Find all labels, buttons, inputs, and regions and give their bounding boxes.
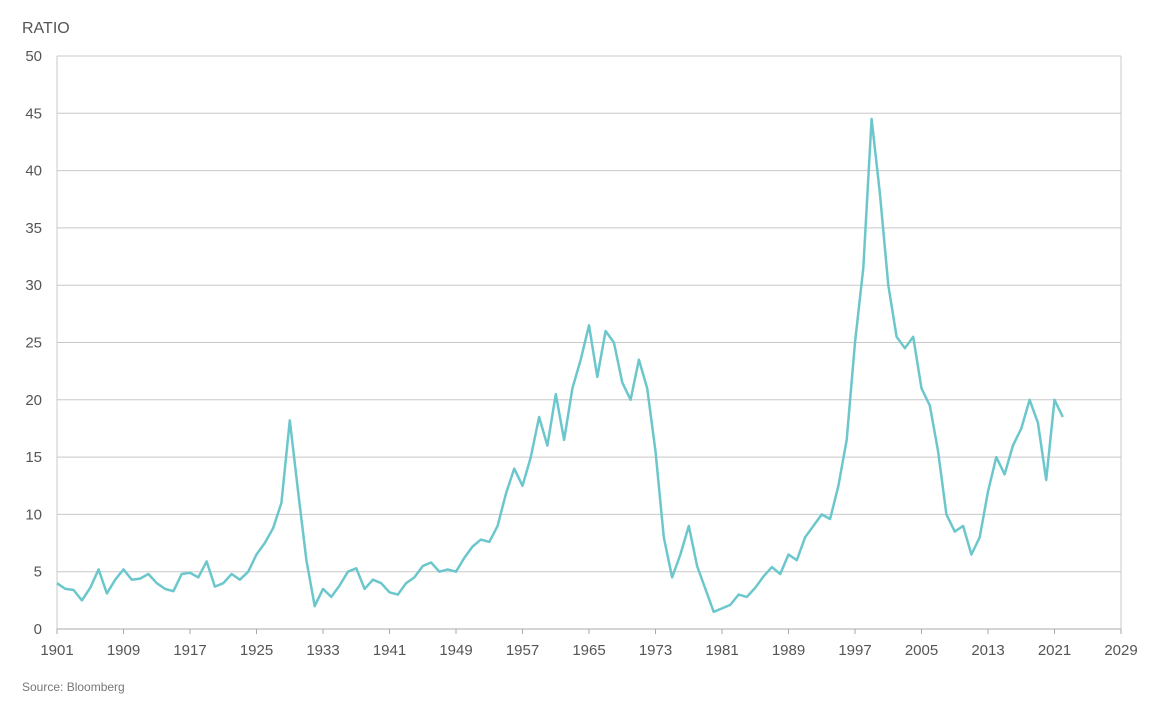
x-tick-label: 1973 xyxy=(639,642,672,659)
x-tick-labels: 1901 1909 1917 1925 1933 1941 1949 1957 1965 1973… xyxy=(40,642,1137,659)
x-tick-label: 1933 xyxy=(306,642,339,659)
y-tick-label: 5 xyxy=(34,564,42,581)
y-tick-label: 10 xyxy=(25,506,42,523)
y-tick-label: 0 xyxy=(34,621,42,638)
x-tick-label: 1981 xyxy=(705,642,738,659)
x-tick-label: 2021 xyxy=(1038,642,1071,659)
y-tick-label: 20 xyxy=(25,392,42,409)
source-note: Source: Bloomberg xyxy=(22,680,125,694)
x-tick-label: 1941 xyxy=(373,642,406,659)
series-lines xyxy=(56,117,1064,614)
x-tick-label: 1901 xyxy=(40,642,73,659)
x-tick-label: 1909 xyxy=(107,642,140,659)
y-tick-label: 15 xyxy=(25,449,42,466)
x-tick-label: 2029 xyxy=(1104,642,1137,659)
x-tick-label: 1989 xyxy=(772,642,805,659)
y-tick-label: 25 xyxy=(25,335,42,352)
y-tick-label: 35 xyxy=(25,220,42,237)
gridlines xyxy=(56,55,1122,634)
y-axis-unit-label: RATIO xyxy=(22,20,70,37)
y-tick-label: 45 xyxy=(25,105,42,122)
y-tick-labels: 0 5 10 15 20 25 30 35 40 45 50 xyxy=(25,48,42,638)
x-tick-label: 1917 xyxy=(173,642,206,659)
x-tick-label: 2013 xyxy=(971,642,1004,659)
x-tick-label: 1957 xyxy=(506,642,539,659)
y-tick-label: 40 xyxy=(25,163,42,180)
x-tick-label: 1997 xyxy=(838,642,871,659)
x-tick-label: 2005 xyxy=(905,642,938,659)
x-tick-label: 1949 xyxy=(439,642,472,659)
series-line-0 xyxy=(56,117,1064,614)
y-tick-label: 30 xyxy=(25,277,42,294)
x-tick-label: 1965 xyxy=(572,642,605,659)
x-tick-label: 1925 xyxy=(240,642,273,659)
y-tick-label: 50 xyxy=(25,48,42,65)
